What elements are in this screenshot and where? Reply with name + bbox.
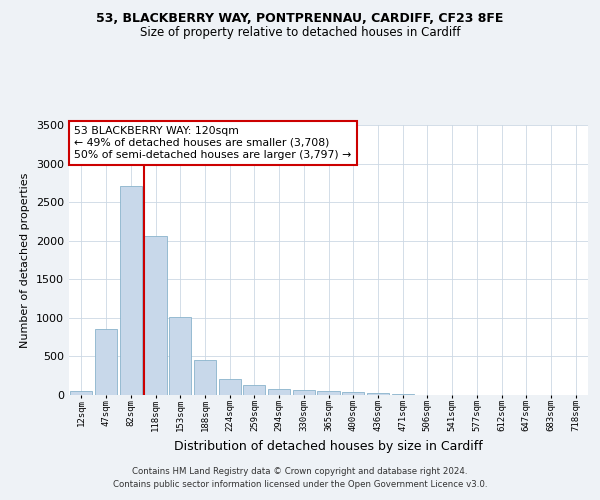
Bar: [218, 379, 241, 395]
Bar: [392, 394, 414, 395]
Bar: [317, 391, 340, 395]
Y-axis label: Number of detached properties: Number of detached properties: [20, 172, 31, 348]
Bar: [342, 392, 364, 395]
Text: Size of property relative to detached houses in Cardiff: Size of property relative to detached ho…: [140, 26, 460, 39]
Bar: [268, 389, 290, 395]
Text: 53, BLACKBERRY WAY, PONTPRENNAU, CARDIFF, CF23 8FE: 53, BLACKBERRY WAY, PONTPRENNAU, CARDIFF…: [97, 12, 503, 26]
Text: 53 BLACKBERRY WAY: 120sqm
← 49% of detached houses are smaller (3,708)
50% of se: 53 BLACKBERRY WAY: 120sqm ← 49% of detac…: [74, 126, 352, 160]
Bar: [95, 329, 117, 395]
Bar: [367, 394, 389, 395]
X-axis label: Distribution of detached houses by size in Cardiff: Distribution of detached houses by size …: [174, 440, 483, 453]
Bar: [169, 318, 191, 395]
Text: Contains HM Land Registry data © Crown copyright and database right 2024.: Contains HM Land Registry data © Crown c…: [132, 467, 468, 476]
Bar: [70, 391, 92, 395]
Text: Contains public sector information licensed under the Open Government Licence v3: Contains public sector information licen…: [113, 480, 487, 489]
Bar: [119, 186, 142, 395]
Bar: [293, 390, 315, 395]
Bar: [145, 236, 167, 395]
Bar: [194, 360, 216, 395]
Bar: [243, 384, 265, 395]
